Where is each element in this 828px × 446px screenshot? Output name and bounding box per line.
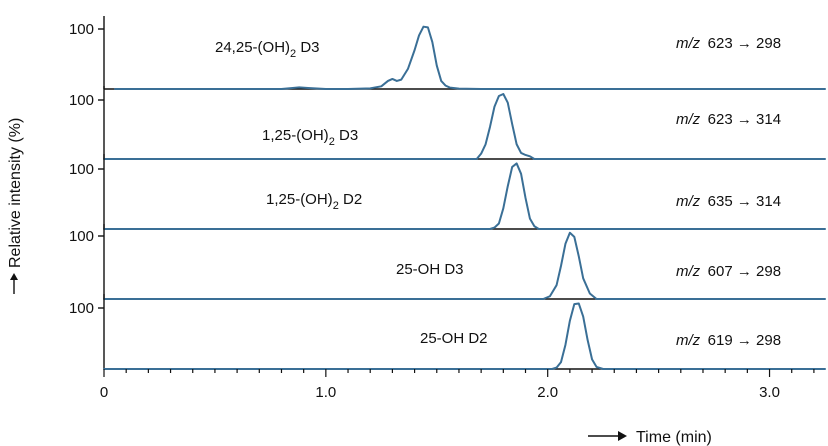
chromatogram-panel: 100 25-OH D2 m/z 619 → 298 xyxy=(69,294,826,370)
mz-transition-label: m/z 607 → 298 xyxy=(676,263,781,280)
x-tick-label: 3.0 xyxy=(759,384,780,401)
y-axis-title: Relative intensity (%) xyxy=(7,118,24,294)
y-axis-title-arrowhead xyxy=(10,273,18,280)
y-tick-label: 100 xyxy=(69,21,94,38)
chromatogram-trace xyxy=(103,231,826,300)
chromatogram-panel: 100 24,25-(OH)2 D3 m/z 623 → 298 xyxy=(69,16,826,90)
chromatogram-trace xyxy=(103,302,826,370)
mz-transition-value: 619 → 298 xyxy=(700,332,781,349)
mz-transition-value: 607 → 298 xyxy=(700,263,781,280)
chromatogram-trace xyxy=(114,25,826,90)
compound-label-suffix: D2 xyxy=(339,191,362,208)
chromatogram-panel: 100 25-OH D3 m/z 607 → 298 xyxy=(69,224,826,300)
x-axis-title-arrowhead xyxy=(618,431,627,441)
mz-label: m/z xyxy=(676,332,701,349)
x-tick-label: 1.0 xyxy=(315,384,336,401)
x-tick-label: 2.0 xyxy=(537,384,558,401)
y-tick-label: 100 xyxy=(69,92,94,109)
mz-transition-value: 623 → 298 xyxy=(700,35,781,52)
y-axis-label: Relative intensity (%) xyxy=(7,118,24,268)
mz-transition-value: 623 → 314 xyxy=(700,111,781,128)
y-tick-label: 100 xyxy=(69,300,94,317)
chromatogram-trace xyxy=(103,162,826,230)
x-axis: 0 1.0 2.0 3.0 xyxy=(100,369,815,401)
chromatogram-panel: 100 1,25-(OH)2 D3 m/z 623 → 314 xyxy=(69,86,826,160)
compound-label-main: 25-OH D2 xyxy=(420,330,488,347)
compound-label-main: 25-OH D3 xyxy=(396,261,464,278)
mz-label: m/z xyxy=(676,35,701,52)
mz-transition-value: 635 → 314 xyxy=(700,193,781,210)
x-axis-title: Time (min) xyxy=(588,429,712,446)
chromatogram-trace xyxy=(103,93,826,160)
x-axis-label: Time (min) xyxy=(636,429,712,446)
compound-label-main: 1,25-(OH) xyxy=(266,191,333,208)
compound-label-subscript: 2 xyxy=(329,136,335,148)
mz-transition-label: m/z 635 → 314 xyxy=(676,193,781,210)
compound-label-suffix: D3 xyxy=(296,39,319,56)
compound-label: 24,25-(OH)2 D3 xyxy=(215,39,320,60)
compound-label-subscript: 2 xyxy=(333,200,339,212)
mz-transition-label: m/z 619 → 298 xyxy=(676,332,781,349)
x-tick-label: 0 xyxy=(100,384,108,401)
compound-label: 1,25-(OH)2 D2 xyxy=(266,191,362,212)
compound-label: 25-OH D2 xyxy=(420,330,488,347)
mz-label: m/z xyxy=(676,193,701,210)
compound-label: 25-OH D3 xyxy=(396,261,464,278)
mz-transition-label: m/z 623 → 314 xyxy=(676,111,781,128)
mz-label: m/z xyxy=(676,111,701,128)
compound-label-main: 1,25-(OH) xyxy=(262,127,329,144)
mz-transition-label: m/z 623 → 298 xyxy=(676,35,781,52)
compound-label-subscript: 2 xyxy=(290,48,296,60)
mz-label: m/z xyxy=(676,263,701,280)
compound-label: 1,25-(OH)2 D3 xyxy=(262,127,358,148)
y-tick-label: 100 xyxy=(69,161,94,178)
y-tick-label: 100 xyxy=(69,228,94,245)
chromatogram-panel: 100 1,25-(OH)2 D2 m/z 635 → 314 xyxy=(69,154,826,230)
compound-label-suffix: D3 xyxy=(335,127,358,144)
compound-label-main: 24,25-(OH) xyxy=(215,39,290,56)
